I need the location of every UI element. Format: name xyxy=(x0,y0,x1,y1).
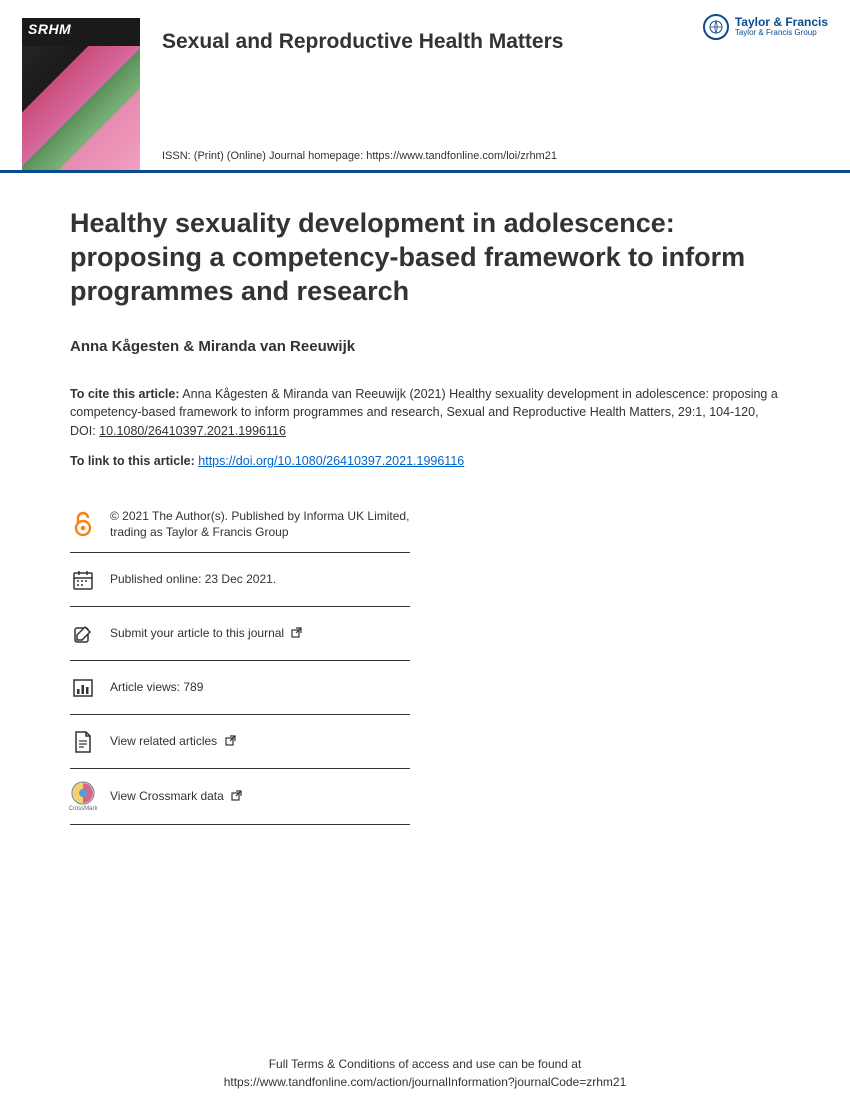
external-link-icon xyxy=(225,735,236,746)
publisher-logo: Taylor & Francis Taylor & Francis Group xyxy=(703,14,828,40)
bar-chart-icon xyxy=(70,677,96,699)
cite-doi-link[interactable]: 10.1080/26410397.2021.1996116 xyxy=(99,424,286,438)
meta-published-row: Published online: 23 Dec 2021. xyxy=(70,553,410,607)
footer-terms-link[interactable]: https://www.tandfonline.com/action/journ… xyxy=(224,1075,627,1089)
article-doi-link[interactable]: https://doi.org/10.1080/26410397.2021.19… xyxy=(198,454,464,468)
issn-line: ISSN: (Print) (Online) Journal homepage:… xyxy=(162,150,828,170)
link-block: To link to this article: https://doi.org… xyxy=(70,454,780,468)
license-text: © 2021 The Author(s). Published by Infor… xyxy=(110,508,410,540)
journal-header: SRHM Sexual and Reproductive Health Matt… xyxy=(0,0,850,173)
header-text-block: Sexual and Reproductive Health Matters I… xyxy=(140,18,828,170)
issn-prefix: ISSN: (Print) (Online) Journal homepage: xyxy=(162,150,366,162)
meta-submit-row[interactable]: Submit your article to this journal xyxy=(70,607,410,661)
crossmark-label: CrossMark xyxy=(69,806,98,812)
article-title: Healthy sexuality development in adolesc… xyxy=(70,207,780,308)
crossmark-icon: CrossMark xyxy=(70,781,96,812)
footer-line1: Full Terms & Conditions of access and us… xyxy=(0,1055,850,1073)
external-link-icon xyxy=(231,790,242,801)
edit-icon xyxy=(70,623,96,645)
article-meta-list: © 2021 The Author(s). Published by Infor… xyxy=(70,496,410,825)
cover-acronym: SRHM xyxy=(22,18,140,46)
submit-text: Submit your article to this journal xyxy=(110,626,284,640)
open-access-icon xyxy=(70,510,96,538)
meta-crossmark-row[interactable]: CrossMark View Crossmark data xyxy=(70,769,410,825)
published-text: Published online: 23 Dec 2021. xyxy=(110,571,410,587)
related-text: View related articles xyxy=(110,734,217,748)
journal-homepage-link[interactable]: https://www.tandfonline.com/loi/zrhm21 xyxy=(366,150,557,162)
publisher-group: Taylor & Francis Group xyxy=(735,29,828,38)
document-icon xyxy=(70,730,96,754)
article-main: Healthy sexuality development in adolesc… xyxy=(0,173,850,825)
journal-cover-thumbnail: SRHM xyxy=(22,18,140,170)
citation-block: To cite this article: Anna Kågesten & Mi… xyxy=(70,385,780,439)
link-label: To link to this article: xyxy=(70,454,198,468)
external-link-icon xyxy=(291,627,302,638)
crossmark-text: View Crossmark data xyxy=(110,789,224,803)
meta-related-row[interactable]: View related articles xyxy=(70,715,410,769)
meta-views-row: Article views: 789 xyxy=(70,661,410,715)
cite-label: To cite this article: xyxy=(70,387,180,401)
views-text: Article views: 789 xyxy=(110,679,410,695)
article-authors: Anna Kågesten & Miranda van Reeuwijk xyxy=(70,338,780,355)
publisher-globe-icon xyxy=(703,14,729,40)
calendar-icon xyxy=(70,569,96,591)
page-footer: Full Terms & Conditions of access and us… xyxy=(0,1055,850,1091)
meta-license-row: © 2021 The Author(s). Published by Infor… xyxy=(70,496,410,553)
